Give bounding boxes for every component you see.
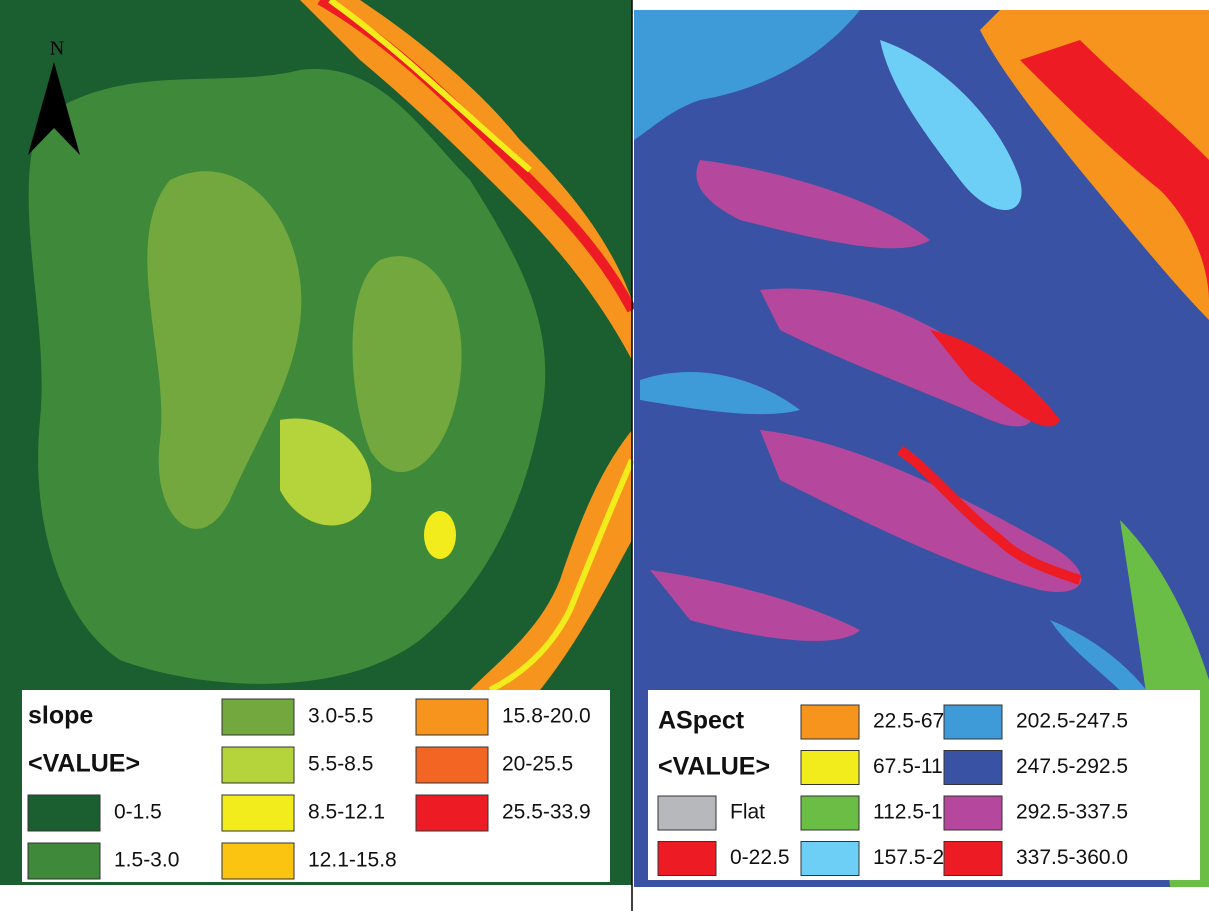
legend-swatch bbox=[658, 842, 716, 876]
legend-label: 8.5-12.1 bbox=[308, 801, 385, 824]
legend-swatch bbox=[222, 747, 294, 783]
legend-label: 337.5-360.0 bbox=[1016, 846, 1128, 869]
legend-swatch bbox=[416, 795, 488, 831]
legend-swatch bbox=[222, 699, 294, 735]
legend-subtitle: <VALUE> bbox=[28, 750, 140, 778]
legend-swatch bbox=[801, 705, 859, 739]
legend-swatch bbox=[944, 796, 1002, 830]
legend-label: 20-25.5 bbox=[502, 753, 573, 776]
legend-swatch bbox=[801, 796, 859, 830]
legend-swatch bbox=[222, 795, 294, 831]
legend-swatch bbox=[222, 843, 294, 879]
legend-title: slope bbox=[28, 702, 93, 730]
aspect-map: ASpect <VALUE> Flat0-22.522.5-67.567.5-1… bbox=[634, 10, 1209, 887]
legend-label: 3.0-5.5 bbox=[308, 705, 373, 728]
north-label: N bbox=[50, 38, 64, 60]
legend-label: 25.5-33.9 bbox=[502, 801, 591, 824]
legend-label: 0-22.5 bbox=[730, 846, 790, 869]
legend-label: 1.5-3.0 bbox=[114, 849, 179, 872]
legend-subtitle: <VALUE> bbox=[658, 753, 770, 781]
legend-label: 0-1.5 bbox=[114, 801, 162, 824]
figure: N slope <VALUE> 0-1.5 1.5-3.0 3.0-5.5 5.5-8… bbox=[0, 0, 1209, 911]
slope-map: N slope <VALUE> 0-1.5 1.5-3.0 3.0-5.5 5.5-8… bbox=[0, 0, 632, 885]
legend-swatch bbox=[28, 795, 100, 831]
legend-swatch bbox=[801, 842, 859, 876]
legend-label: 5.5-8.5 bbox=[308, 753, 373, 776]
legend-swatch bbox=[944, 705, 1002, 739]
legend-label: 292.5-337.5 bbox=[1016, 801, 1128, 824]
legend-swatch bbox=[944, 842, 1002, 876]
legend-label: 202.5-247.5 bbox=[1016, 710, 1128, 733]
legend-label: Flat bbox=[730, 801, 765, 824]
legend-swatch bbox=[416, 699, 488, 735]
legend-label: 15.8-20.0 bbox=[502, 705, 591, 728]
legend-title: ASpect bbox=[658, 707, 745, 735]
legend-label: 247.5-292.5 bbox=[1016, 755, 1128, 778]
legend-label: 12.1-15.8 bbox=[308, 849, 397, 872]
legend-swatch bbox=[28, 843, 100, 879]
legend-swatch bbox=[416, 747, 488, 783]
terrain-area bbox=[424, 511, 456, 559]
legend-swatch bbox=[658, 796, 716, 830]
legend-swatch bbox=[801, 751, 859, 785]
legend-swatch bbox=[944, 751, 1002, 785]
